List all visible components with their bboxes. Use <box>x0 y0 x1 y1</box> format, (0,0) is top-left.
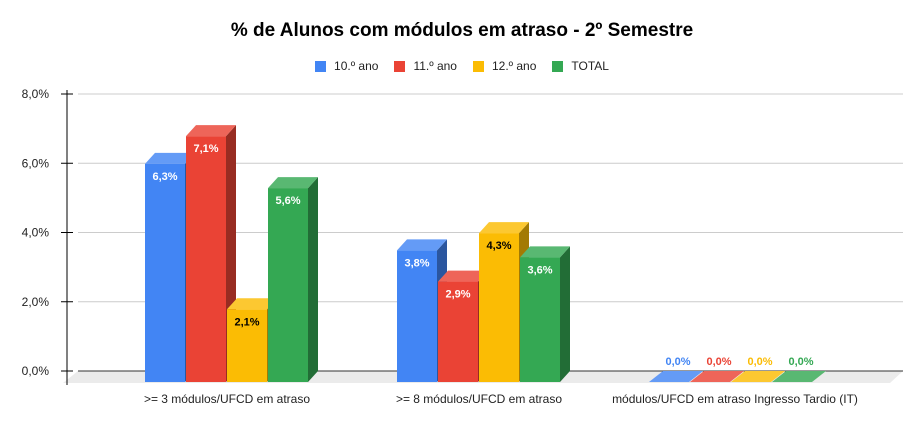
bar-front <box>227 309 267 382</box>
value-label: 2,1% <box>234 316 259 328</box>
x-category-label: >= 3 módulos/UFCD em atraso <box>144 392 310 406</box>
value-label: 0,0% <box>788 356 813 368</box>
y-tick-label: 6,0% <box>22 156 50 170</box>
legend: 10.º ano 11.º ano 12.º ano TOTAL <box>0 59 924 73</box>
legend-label: 10.º ano <box>334 59 379 73</box>
bar-top <box>145 152 195 164</box>
bar-top <box>268 177 318 189</box>
legend-label: 11.º ano <box>413 59 457 73</box>
x-category-label: >= 8 módulos/UFCD em atraso <box>396 392 562 406</box>
y-tick-label: 8,0% <box>22 87 50 101</box>
legend-swatch-icon <box>394 60 406 72</box>
legend-swatch-icon <box>315 60 327 72</box>
bar-top <box>438 270 488 282</box>
bar-flat <box>690 371 744 382</box>
value-label: 0,0% <box>706 356 731 368</box>
bar-top <box>186 125 236 137</box>
value-label: 5,6% <box>275 195 300 207</box>
bar-top <box>397 239 447 251</box>
legend-item-12-ano: 12.º ano <box>472 59 537 73</box>
value-label: 7,1% <box>193 143 218 155</box>
bar-flat <box>772 371 826 382</box>
bar-top <box>479 222 529 234</box>
bar-front <box>186 136 226 382</box>
bar-front <box>438 281 478 382</box>
legend-label: 12.º ano <box>491 59 537 73</box>
bar-front <box>520 257 560 382</box>
value-label: 3,6% <box>527 264 552 276</box>
legend-swatch-icon <box>472 60 484 72</box>
bar-front <box>397 250 437 382</box>
chart-title: % de Alunos com módulos em atraso - 2º S… <box>230 20 694 41</box>
y-tick-label: 4,0% <box>22 226 50 240</box>
legend-item-11-ano: 11.º ano <box>394 59 457 73</box>
y-tick-label: 2,0% <box>22 295 50 309</box>
bar-side <box>560 246 570 382</box>
bar-front <box>268 188 308 382</box>
value-label: 0,0% <box>665 356 690 368</box>
bar-flat <box>731 371 785 382</box>
bar-top <box>520 246 570 258</box>
legend-label: TOTAL <box>571 59 609 73</box>
value-label: 4,3% <box>486 240 511 252</box>
value-label: 3,8% <box>404 257 429 269</box>
bar-side <box>308 177 318 382</box>
x-category-label: módulos/UFCD em atraso Ingresso Tardio (… <box>612 392 858 406</box>
bar-flat <box>649 371 703 382</box>
legend-swatch-icon <box>552 60 564 72</box>
value-label: 6,3% <box>152 171 177 183</box>
bar-front <box>145 163 185 382</box>
bar-top <box>227 298 277 310</box>
bar-front <box>479 233 519 382</box>
legend-item-10-ano: 10.º ano <box>315 59 378 73</box>
legend-item-total: TOTAL <box>552 59 609 73</box>
y-tick-label: 0,0% <box>22 364 50 378</box>
value-label: 0,0% <box>747 356 772 368</box>
value-label: 2,9% <box>445 289 470 301</box>
